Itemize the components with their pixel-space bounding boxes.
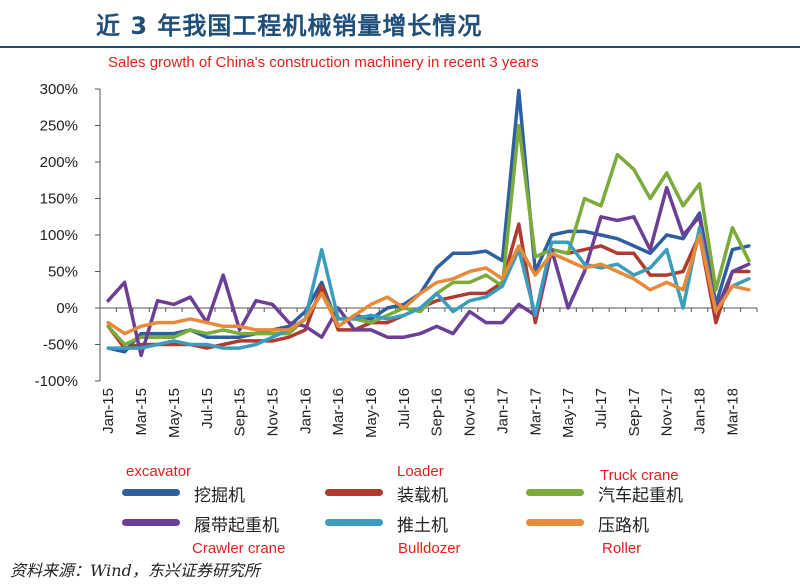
legend-label: 挖掘机 (194, 486, 245, 506)
title-divider (0, 46, 800, 48)
legend-swatch (325, 519, 383, 526)
x-tick-label: Mar-15 (133, 388, 150, 436)
x-tick-label: Mar-16 (330, 388, 347, 436)
y-tick-label: 250% (40, 118, 78, 135)
source-note: 资料来源：Wind，东兴证券研究所 (10, 561, 260, 580)
y-tick-label: -100% (35, 373, 78, 390)
series-line (106, 225, 751, 350)
x-tick-label: Mar-17 (527, 388, 544, 436)
legend-swatch (122, 519, 180, 526)
legend-en-label: Loader (397, 463, 444, 480)
series-line (106, 88, 751, 354)
chart-subtitle: Sales growth of China's construction mac… (108, 54, 539, 71)
legend-label: 推土机 (397, 516, 448, 536)
x-tick-label: Jan-15 (100, 388, 117, 434)
legend-swatch (526, 519, 584, 526)
y-tick-label: 200% (40, 154, 78, 171)
x-tick-label: May-17 (560, 388, 577, 438)
x-tick-label: Jan-18 (692, 388, 709, 434)
legend-en-label: Roller (602, 540, 642, 557)
x-tick-label: Mar-18 (724, 388, 741, 436)
y-tick-label: 150% (40, 191, 78, 208)
legend-en-label: Crawler crane (192, 540, 286, 557)
y-tick-label: 50% (48, 264, 78, 281)
series-line (106, 185, 751, 358)
page-title: 近 3 年我国工程机械销量增长情况 (96, 12, 483, 40)
x-tick-label: Nov-17 (659, 388, 676, 436)
x-tick-label: Jul-15 (199, 388, 216, 429)
x-tick-label: Jan-17 (494, 388, 511, 434)
legend-swatch (526, 489, 584, 496)
legend-swatch (325, 489, 383, 496)
x-tick-label: Sep-17 (626, 388, 643, 436)
x-tick-label: Sep-15 (232, 388, 249, 436)
x-tick-label: Nov-16 (462, 388, 479, 436)
y-tick-label: 0% (56, 300, 78, 317)
legend-en-label: Truck crane (600, 467, 679, 484)
legend-label: 装载机 (397, 486, 448, 506)
legend-label: 汽车起重机 (598, 486, 683, 506)
legend-en-label: excavator (126, 463, 192, 480)
x-tick-label: Jan-16 (297, 388, 314, 434)
legend-label: 履带起重机 (194, 516, 279, 536)
x-tick-label: Nov-15 (264, 388, 281, 436)
legend-en-label: Bulldozer (398, 540, 461, 557)
legend-swatch (122, 489, 180, 496)
y-tick-label: 300% (40, 81, 78, 98)
legend-label: 压路机 (598, 516, 649, 536)
x-tick-label: Jul-17 (593, 388, 610, 429)
x-tick-label: Jul-16 (396, 388, 413, 429)
series-line (106, 233, 751, 336)
y-tick-label: 100% (40, 227, 78, 244)
x-tick-label: May-15 (166, 388, 183, 438)
x-tick-label: May-16 (363, 388, 380, 438)
x-tick-label: Sep-16 (429, 388, 446, 436)
y-tick-label: -50% (43, 337, 78, 354)
